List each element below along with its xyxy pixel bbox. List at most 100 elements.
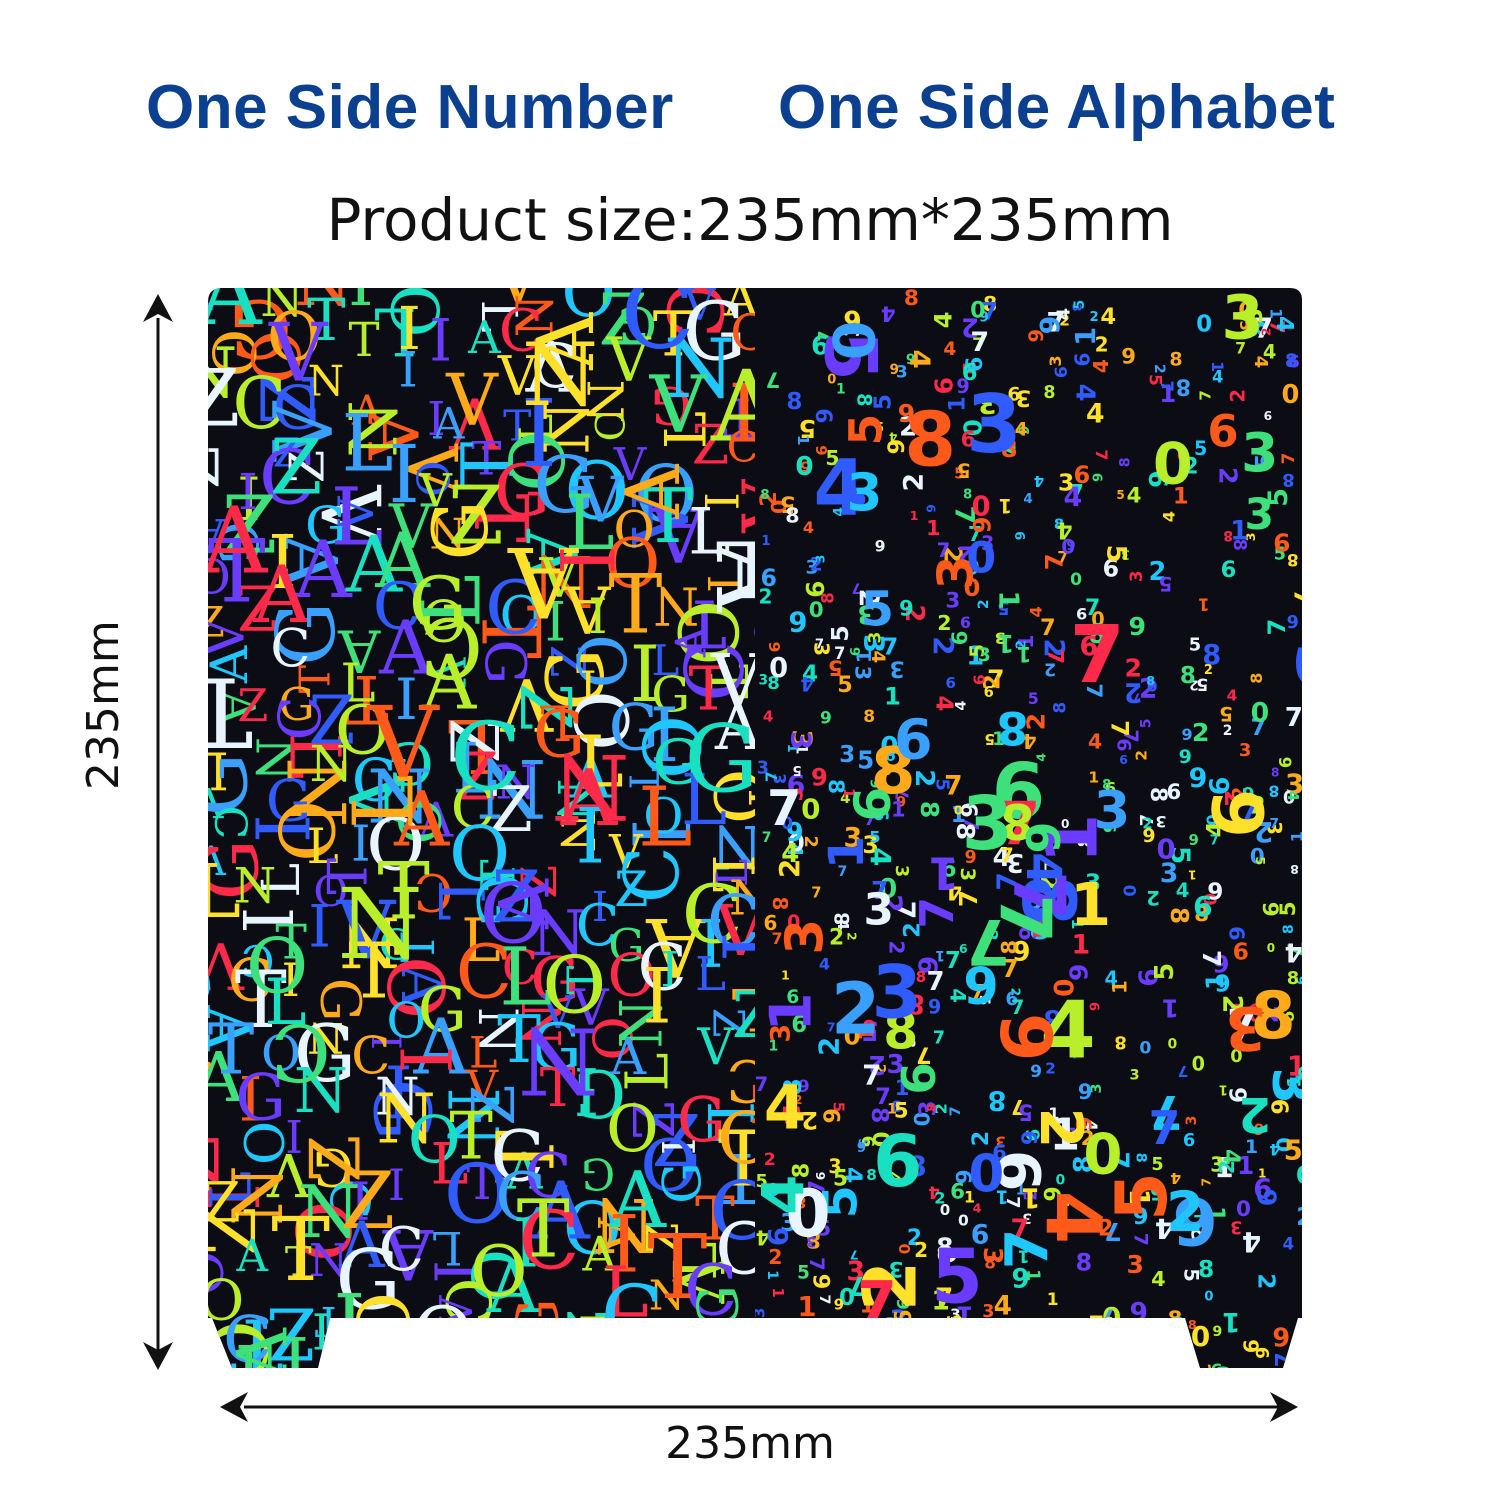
pattern-digit: 4 (1227, 686, 1238, 704)
pattern-letter: C (499, 297, 543, 365)
pattern-digit: 7 (1282, 941, 1310, 957)
pattern-letter: L (688, 496, 730, 570)
pattern-digit: 6 (899, 595, 914, 619)
pattern-digit: 9 (1017, 821, 1071, 853)
pattern-letter: C (379, 1216, 425, 1285)
pattern-digit: 7 (1265, 320, 1288, 334)
pattern-digit: 6 (964, 845, 976, 865)
pattern-digit: 4 (1100, 304, 1116, 330)
pattern-letter: Z (459, 1085, 528, 1126)
pattern-digit: 3 (1002, 1353, 1021, 1364)
pattern-digit: 4 (1104, 967, 1118, 990)
pattern-digit: 5 (957, 459, 971, 482)
pattern-letter: T (428, 1366, 498, 1406)
pattern-letter: L (619, 1342, 659, 1412)
pattern-letter: A (266, 533, 352, 589)
pattern-digit: 3 (1121, 546, 1130, 561)
pattern-digit: 9 (1253, 1172, 1272, 1203)
pattern-digit: 5 (837, 672, 853, 698)
pattern-digit: 0 (879, 874, 898, 905)
pattern-letter: O (561, 254, 615, 332)
pattern-digit: 8 (1285, 350, 1298, 372)
pattern-digit: 5 (783, 787, 807, 802)
pattern-letter: T (349, 313, 380, 367)
pattern-digit: 0 (1156, 833, 1175, 866)
pattern-digit: 0 (1091, 608, 1104, 631)
pattern-digit: 9 (1121, 343, 1136, 368)
pattern-digit: 5 (1274, 545, 1286, 565)
pattern-letter: T (559, 965, 609, 994)
pattern-digit: 2 (1238, 1086, 1271, 1141)
pattern-digit: 5 (1196, 673, 1208, 693)
pattern-digit: 8 (905, 1332, 925, 1344)
pattern-letter: O (698, 769, 776, 824)
pattern-letter: O (449, 811, 510, 898)
pattern-digit: 1 (964, 1188, 975, 1207)
pattern-letter: C (744, 614, 794, 647)
pattern-letter: C (318, 1178, 381, 1219)
pattern-digit: 9 (1142, 825, 1155, 847)
pattern-digit: 6 (873, 1120, 923, 1203)
pattern-letter: C (684, 1250, 738, 1332)
pattern-letter: V (497, 345, 538, 408)
pattern-digit: 9 (1066, 539, 1075, 554)
pattern-digit: 5 (1194, 437, 1207, 460)
pattern-digit: 4 (1155, 1212, 1174, 1245)
pattern-digit: 7 (1043, 861, 1059, 871)
pattern-digit: 4 (803, 518, 814, 537)
pattern-digit: 1 (1088, 768, 1099, 786)
pattern-letter: C (609, 846, 696, 903)
pattern-digit: 0 (1293, 1065, 1318, 1080)
pattern-letter: C (490, 1115, 544, 1198)
pattern-digit: 9 (956, 375, 969, 398)
pattern-digit: 7 (837, 864, 847, 880)
pattern-digit: 2 (1114, 1359, 1128, 1382)
pattern-digit: 2 (1259, 328, 1274, 337)
pattern-letter: I (388, 1161, 405, 1211)
pattern-digit: 6 (1103, 1312, 1115, 1332)
pattern-digit: 8 (1281, 924, 1297, 934)
pattern-digit: 2 (1027, 1107, 1096, 1148)
pattern-digit: 7 (1011, 996, 1024, 1019)
pattern-digit: 3 (863, 885, 893, 936)
pattern-digit: 6 (1251, 1347, 1271, 1359)
pattern-digit: 3 (978, 1247, 1008, 1265)
pattern-digit: 0 (881, 761, 892, 779)
pattern-digit: 5 (825, 446, 839, 470)
pattern-digit: 2 (1124, 677, 1142, 708)
pattern-digit: 1 (910, 508, 919, 523)
pattern-letter: I (362, 1034, 409, 1050)
heading-number-side: One Side Number (146, 73, 674, 142)
product-size-text: Product size:235mm*235mm (326, 186, 1174, 254)
pattern-digit: 8 (823, 779, 848, 794)
pattern-digit: 1 (1030, 814, 1114, 864)
pattern-digit: 7 (1254, 314, 1273, 345)
pattern-digit: 6 (1119, 752, 1128, 767)
pattern-digit: 7 (762, 771, 781, 782)
pattern-digit: 1 (1258, 1167, 1266, 1181)
pattern-digit: 5 (1276, 901, 1301, 916)
pattern-letter: V (663, 1257, 736, 1304)
pattern-digit: 4 (930, 696, 956, 712)
pattern-digit: 6 (875, 536, 886, 554)
pattern-letter: L (340, 652, 375, 714)
pattern-digit: 2 (1021, 713, 1050, 731)
pattern-digit: 2 (983, 1352, 998, 1361)
pattern-letter: I (651, 1137, 703, 1155)
pattern-digit: 1 (895, 1076, 910, 1100)
pattern-digit: 8 (904, 286, 919, 311)
pattern-digit: 2 (1249, 791, 1266, 819)
pattern-digit: 4 (831, 507, 847, 517)
pattern-digit: 4 (953, 701, 969, 711)
pattern-digit: 2 (1020, 1188, 1041, 1200)
pattern-letter: N (244, 737, 304, 782)
pattern-letter: N (233, 857, 276, 914)
pattern-letter: N (309, 1234, 348, 1287)
pattern-letter: Z (619, 1100, 684, 1139)
pattern-digit: 9 (959, 357, 984, 372)
pattern-letter: O (659, 599, 753, 665)
pattern-digit: 8 (1000, 792, 1034, 848)
pattern-digit: 9 (889, 1062, 943, 1095)
pattern-digit: 9 (1288, 350, 1300, 370)
pattern-letter: G (387, 729, 434, 797)
